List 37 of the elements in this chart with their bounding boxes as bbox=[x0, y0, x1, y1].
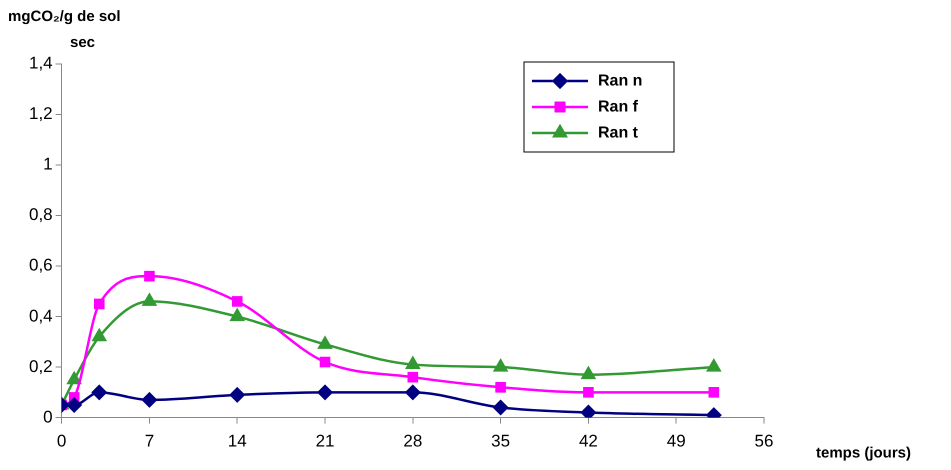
x-tick-label: 28 bbox=[403, 431, 422, 450]
point bbox=[144, 270, 155, 282]
point bbox=[708, 387, 720, 398]
point bbox=[229, 386, 246, 403]
point bbox=[317, 384, 334, 400]
y-tick-label: 1 bbox=[43, 154, 53, 174]
x-tick-label: 14 bbox=[228, 431, 247, 450]
x-tick-label: 35 bbox=[491, 431, 510, 450]
legend-label: Ran f bbox=[598, 98, 639, 116]
y-tick-label: 0 bbox=[43, 407, 53, 426]
x-tick-label: 49 bbox=[666, 431, 686, 450]
y-tick-label: 1,4 bbox=[28, 54, 53, 73]
point bbox=[404, 384, 421, 400]
y-tick-label: 0,4 bbox=[28, 306, 53, 326]
y-tick-label: 0,2 bbox=[28, 356, 53, 376]
point bbox=[408, 372, 418, 382]
legend-label: Ran n bbox=[598, 72, 642, 90]
point bbox=[583, 387, 594, 398]
point bbox=[91, 384, 108, 400]
point bbox=[495, 382, 506, 393]
y-tick-label: 1,2 bbox=[28, 104, 53, 124]
point bbox=[492, 399, 509, 416]
x-tick-label: 42 bbox=[578, 431, 598, 450]
x-tick-label: 7 bbox=[144, 431, 154, 450]
point bbox=[66, 396, 82, 413]
y-axis-title: mgCO₂/g de sol sec bbox=[8, 7, 122, 51]
legend-label: Ran t bbox=[598, 124, 639, 142]
x-axis-title: temps (jours) bbox=[816, 444, 912, 462]
x-tick-label: 56 bbox=[754, 431, 774, 450]
point bbox=[141, 392, 158, 408]
point bbox=[320, 356, 330, 368]
y-tick-label: 0,6 bbox=[28, 256, 53, 275]
point bbox=[94, 298, 105, 310]
point bbox=[232, 296, 243, 307]
x-tick-label: 0 bbox=[56, 431, 66, 450]
x-tick-label: 21 bbox=[316, 431, 334, 450]
y-tick-label: 0,8 bbox=[28, 205, 53, 224]
